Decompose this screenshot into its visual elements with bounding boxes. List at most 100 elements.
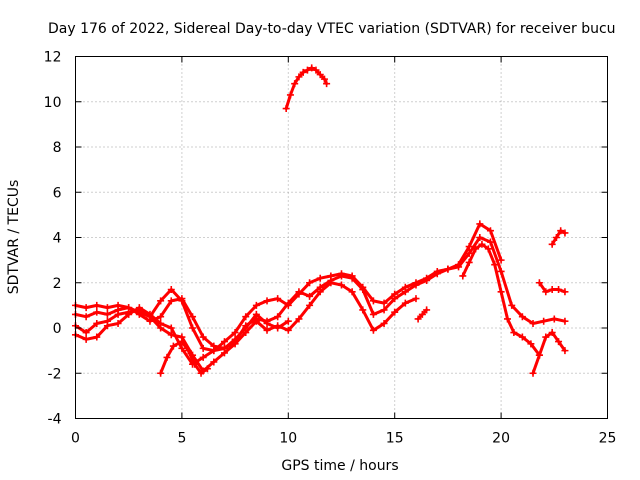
data-point	[459, 272, 467, 280]
data-point	[561, 317, 569, 325]
data-point	[157, 297, 165, 305]
data-point	[338, 281, 345, 289]
data-point	[220, 344, 228, 352]
data-point	[114, 310, 122, 318]
data-point	[103, 310, 111, 318]
data-point	[369, 310, 377, 318]
x-axis-ticks: 0 5 10 15 20 25	[71, 56, 617, 447]
data-point	[535, 351, 543, 359]
data-point	[497, 267, 505, 275]
data-point	[316, 71, 324, 79]
x-tick-label: 25	[599, 431, 617, 447]
data-point	[203, 365, 211, 373]
x-tick-label: 5	[177, 431, 186, 447]
data-point	[252, 317, 260, 325]
data-point	[157, 313, 165, 321]
data-point	[82, 304, 90, 312]
data-point	[465, 258, 473, 266]
data-point	[497, 288, 505, 296]
x-tick-label: 0	[71, 431, 80, 447]
data-point	[191, 360, 199, 368]
data-point	[146, 310, 154, 318]
data-point	[291, 80, 299, 88]
data-point	[312, 66, 320, 74]
data-point	[491, 261, 499, 269]
data-point	[210, 358, 218, 366]
data-point	[359, 306, 367, 314]
data-point	[308, 64, 316, 72]
data-point	[555, 286, 563, 294]
data-point	[252, 310, 260, 318]
data-point	[412, 281, 420, 289]
data-point	[455, 261, 463, 269]
data-point	[114, 319, 122, 327]
y-axis-label: SDTVAR / TECUs	[6, 180, 22, 295]
data-point	[306, 292, 314, 300]
data-point	[548, 329, 556, 337]
y-tick-label: 10	[44, 95, 62, 111]
data-point	[199, 344, 207, 352]
data-point	[184, 347, 192, 355]
data-point	[299, 68, 307, 76]
data-point	[167, 324, 175, 332]
data-point	[306, 301, 314, 309]
data-point	[125, 310, 133, 318]
data-point	[380, 299, 388, 307]
data-point	[540, 317, 548, 325]
data-point	[542, 288, 550, 296]
data-point	[401, 299, 409, 307]
data-point	[327, 279, 335, 287]
data-point	[486, 238, 494, 246]
data-point	[548, 240, 556, 248]
data-point	[472, 245, 480, 253]
y-tick-label: 12	[44, 50, 62, 66]
series-track-4	[72, 304, 292, 368]
data-point	[414, 315, 422, 323]
data-point	[478, 240, 486, 248]
x-tick-label: 15	[386, 431, 404, 447]
data-point	[284, 317, 292, 325]
data-point	[252, 301, 260, 309]
data-point	[210, 347, 218, 355]
data-point	[486, 227, 494, 235]
y-axis-ticks: -4 -2 0 2 4 6 8 10 12	[44, 50, 608, 428]
series-track-9	[535, 279, 569, 296]
data-point	[274, 313, 282, 321]
data-point	[555, 338, 563, 346]
data-point	[476, 234, 484, 241]
data-point	[189, 324, 197, 332]
data-point	[348, 274, 356, 282]
data-point	[508, 301, 516, 309]
series-track-7	[529, 329, 569, 377]
data-point	[157, 369, 165, 377]
data-point	[465, 243, 473, 251]
y-tick-label: -4	[48, 412, 62, 428]
data-point	[197, 369, 205, 377]
data-point	[163, 353, 171, 361]
data-point	[423, 306, 431, 314]
data-point	[242, 313, 250, 321]
data-point	[548, 286, 556, 294]
data-point	[286, 91, 294, 99]
data-point	[518, 333, 526, 341]
y-tick-label: -2	[48, 366, 62, 382]
data-point	[503, 315, 511, 323]
x-tick-label: 20	[492, 431, 510, 447]
y-tick-label: 2	[53, 276, 62, 292]
data-point	[444, 265, 452, 273]
data-point	[476, 220, 484, 228]
data-point	[306, 279, 314, 287]
data-point	[529, 319, 537, 327]
y-tick-label: 0	[53, 321, 62, 337]
data-point	[391, 308, 399, 316]
data-point	[167, 297, 175, 305]
data-point	[169, 342, 177, 350]
data-point	[82, 335, 90, 343]
x-axis-label: GPS time / hours	[281, 458, 398, 474]
data-point	[82, 329, 90, 337]
data-point	[320, 75, 328, 83]
data-point	[535, 279, 543, 287]
data-point	[295, 288, 303, 296]
data-point	[82, 313, 90, 321]
